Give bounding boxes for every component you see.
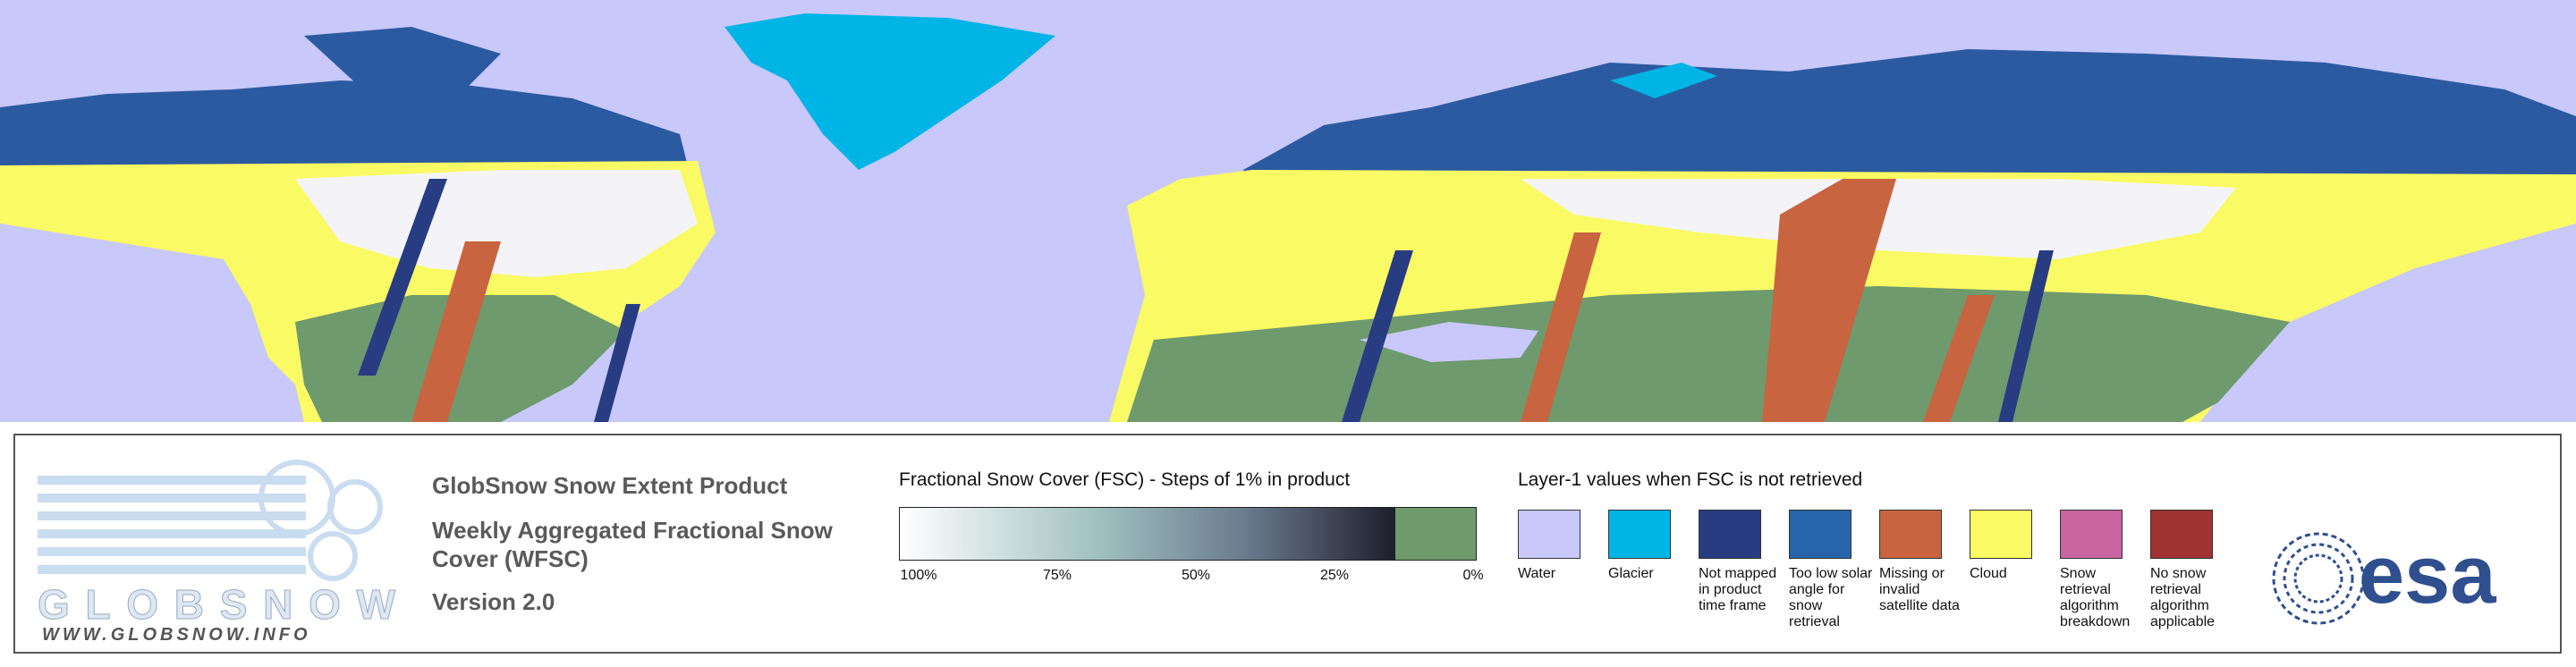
agency-name: esa	[2359, 529, 2496, 621]
orbit-gap	[411, 241, 501, 422]
legend-label: Cloud	[1970, 566, 2007, 581]
legend-swatch	[1518, 510, 1580, 559]
fsc-tick-label: 25%	[1319, 568, 1350, 583]
legend-swatch	[2060, 510, 2123, 559]
esa-logo: esa	[2272, 529, 2496, 625]
eurasia-north	[1243, 49, 2576, 179]
eurasia-green	[1127, 286, 2290, 422]
legend-swatch	[1789, 510, 1852, 559]
legend-label: Missing or invalid satellite data	[1879, 566, 1960, 613]
product-title: GlobSnow Snow Extent Product	[432, 472, 788, 499]
orbit-gap	[594, 304, 640, 422]
legend-label: Not mapped in product time frame	[1699, 566, 1777, 613]
globsnow-logo: GLOBSNOW WWW.GLOBSNOW.INFO	[38, 460, 396, 645]
legend-label: Water	[1518, 566, 1556, 581]
fsc-tick-label: 100%	[900, 568, 937, 583]
legend-label: Glacier	[1608, 566, 1654, 581]
fsc-color-bar	[899, 507, 1477, 561]
legend-swatch	[1699, 510, 1761, 559]
layer1-legend-title: Layer-1 values when FSC is not retrieved	[1518, 469, 1863, 490]
arctic-island	[1610, 63, 1717, 98]
legend-swatch	[1608, 510, 1671, 559]
legend-swatch	[1970, 510, 2032, 559]
legend-label: Snow retrieval algorithm breakdown	[2060, 566, 2131, 629]
orbit-gap	[1923, 295, 1995, 422]
orbit-gap	[1762, 179, 1896, 422]
logo-url: WWW.GLOBSNOW.INFO	[42, 625, 311, 645]
fsc-legend-title: Fractional Snow Cover (FSC) - Steps of 1…	[899, 469, 1351, 490]
north-america-arctic-islands	[304, 27, 501, 89]
product-version: Version 2.0	[432, 588, 555, 615]
orbit-gap	[1998, 250, 2054, 422]
legend-label: Too low solar angle for snow retrieval	[1789, 566, 1873, 629]
greenland	[724, 13, 1055, 170]
product-subtitle: Weekly Aggregated Fractional Snow Cover …	[432, 517, 833, 572]
legend-swatch	[1879, 510, 1942, 559]
legend-panel: GLOBSNOW WWW.GLOBSNOW.INFO GlobSnow Snow…	[13, 434, 2562, 654]
fsc-tick-label: 50%	[1181, 568, 1211, 583]
legend-label: No snow retrieval algorithm applicable	[2150, 566, 2216, 629]
snow-map	[0, 0, 2576, 422]
orbit-gap	[358, 179, 447, 376]
orbit-gap	[1521, 232, 1601, 422]
north-america-north	[0, 80, 689, 170]
north-america-snow	[295, 170, 698, 277]
mediterranean	[1360, 322, 1538, 362]
legend-swatch	[2150, 510, 2213, 559]
logo-name: GLOBSNOW	[38, 581, 396, 628]
fsc-tick-label: 75%	[1042, 568, 1072, 583]
orbit-gap	[1342, 250, 1413, 422]
fsc-tick-label: 0%	[1462, 568, 1484, 583]
